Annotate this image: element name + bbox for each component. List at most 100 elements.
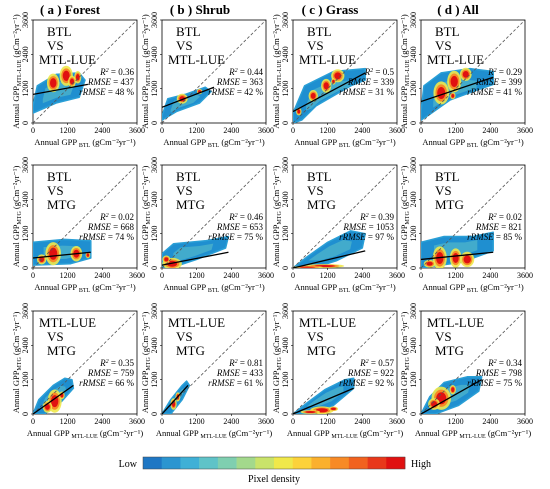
y-tick-label: 2400 <box>150 191 159 207</box>
one-to-one-line <box>421 165 525 268</box>
colorbar-swatch <box>367 457 387 469</box>
x-axis-label: Annual GPP BTL (gCm⁻²yr⁻¹) <box>422 137 524 149</box>
x-tick-label: 0 <box>160 126 164 135</box>
stat-name: RMSE <box>475 222 499 232</box>
x-tick-label: 1200 <box>320 126 336 135</box>
stat-sup: 2 <box>106 68 109 74</box>
stat-value: = 0.39 <box>369 212 395 222</box>
density-hotspot-high <box>450 75 458 88</box>
stat-value: = 97 % <box>366 232 395 242</box>
stat-value: = 339 <box>371 77 395 87</box>
stat-name: R <box>228 67 235 77</box>
x-tick-label: 3600 <box>258 271 274 280</box>
y-tick-label: 2400 <box>409 337 418 353</box>
y-tick-label: 1200 <box>150 372 159 388</box>
stat-name: rRMSE <box>467 378 494 388</box>
x-axis-main: Annual GPP <box>27 428 72 438</box>
stat-text: R2 = 0.57 <box>359 358 394 368</box>
x-tick-label: 0 <box>31 271 35 280</box>
stat-sup: 2 <box>235 213 238 219</box>
y-tick-label: 3600 <box>409 157 418 173</box>
fit-line <box>162 86 215 108</box>
density-hotspot-high <box>310 92 316 99</box>
y-tick-label: 0 <box>281 121 290 125</box>
y-axis-units: (gCm⁻²yr⁻¹) <box>11 14 21 60</box>
stat-name: R <box>99 358 106 368</box>
density-hotspot-high <box>331 407 336 411</box>
stat-text: rRMSE = 41 % <box>467 87 522 97</box>
fit-line <box>162 251 229 266</box>
stat-value: = 75 % <box>494 378 523 388</box>
stat-text: rRMSE = 74 % <box>79 232 134 242</box>
stat-text: rRMSE = 75 % <box>208 232 263 242</box>
stat-text: RMSE = 433 <box>216 368 264 378</box>
stat-name: RMSE <box>347 77 371 87</box>
y-axis-label: Annual GPPMTG (gCm⁻²yr⁻¹) <box>271 166 283 268</box>
y-axis-units: (gCm⁻²yr⁻¹) <box>11 166 21 212</box>
x-axis-main: Annual GPP <box>34 137 79 147</box>
stat-value: = 66 % <box>106 378 135 388</box>
stat-value: = 437 <box>111 77 135 87</box>
stat-text: rRMSE = 42 % <box>208 87 263 97</box>
y-tick-label: 0 <box>281 266 290 270</box>
stat-name: R <box>487 358 494 368</box>
y-tick-label: 0 <box>150 266 159 270</box>
column-name: Grass <box>326 2 359 17</box>
comparison-label: BTL <box>307 24 332 39</box>
one-to-one-line <box>293 165 397 268</box>
y-axis-units: (gCm⁻²yr⁻¹) <box>399 14 409 60</box>
comparison-label: MTL-LUE <box>427 315 484 330</box>
y-tick-label: 2400 <box>281 46 290 62</box>
stat-text: R2 = 0.44 <box>228 67 263 77</box>
x-axis-label: Annual GPP MTL-LUE (gCm⁻²yr⁻¹) <box>287 428 404 440</box>
comparison-label: MTG <box>307 197 336 212</box>
stat-text: rRMSE = 61 % <box>208 378 263 388</box>
colorbar-swatch <box>236 457 256 469</box>
stat-value: = 0.02 <box>497 212 522 222</box>
stat-sup: 2 <box>235 359 238 365</box>
y-axis-main: Annual GPP <box>140 86 150 129</box>
stat-value: = 399 <box>499 77 523 87</box>
x-axis-sub: BTL <box>79 288 91 294</box>
stat-value: = 798 <box>499 368 523 378</box>
x-tick-label: 2400 <box>94 126 110 135</box>
stat-text: R2 = 0.39 <box>359 212 394 222</box>
x-tick-label: 2400 <box>223 126 239 135</box>
y-axis-sub: MTL-LUE <box>17 59 23 86</box>
density-hotspot-high <box>462 70 469 78</box>
x-axis-main: Annual GPP <box>294 282 339 292</box>
stat-value: = 85 % <box>494 232 523 242</box>
x-axis-sub: BTL <box>467 143 479 149</box>
colorbar-swatch <box>199 457 219 469</box>
stat-name: rRMSE <box>208 378 235 388</box>
density-hotspot-high <box>452 252 459 263</box>
x-tick-label: 3600 <box>389 417 405 426</box>
stat-name: R <box>99 67 106 77</box>
y-tick-label: 1200 <box>21 81 30 97</box>
stat-text: rRMSE = 97 % <box>339 232 394 242</box>
stat-value: = 48 % <box>106 87 135 97</box>
y-tick-label: 1200 <box>21 226 30 242</box>
x-axis-label: Annual GPP BTL (gCm⁻²yr⁻¹) <box>34 282 136 294</box>
y-axis-label: Annual GPPMTL-LUE (gCm⁻²yr⁻¹) <box>140 14 152 129</box>
colorbar-swatch <box>386 457 406 469</box>
comparison-label: MTG <box>47 197 76 212</box>
colorbar-swatch <box>274 457 294 469</box>
density-hotspot-high <box>463 255 471 264</box>
one-to-one-line <box>33 311 137 414</box>
x-tick-label: 2400 <box>223 271 239 280</box>
x-axis-label: Annual GPP BTL (gCm⁻²yr⁻¹) <box>34 137 136 149</box>
x-axis-sub: BTL <box>208 288 220 294</box>
stat-sup: 2 <box>366 359 369 365</box>
x-tick-label: 0 <box>419 271 423 280</box>
stat-name: RMSE <box>87 222 111 232</box>
y-tick-label: 1200 <box>409 372 418 388</box>
stat-value: = 0.02 <box>109 212 134 222</box>
stat-sup: 2 <box>494 68 497 74</box>
y-axis-units: (gCm⁻²yr⁻¹) <box>399 312 409 358</box>
x-tick-label: 0 <box>291 126 295 135</box>
stat-sup: 2 <box>494 213 497 219</box>
